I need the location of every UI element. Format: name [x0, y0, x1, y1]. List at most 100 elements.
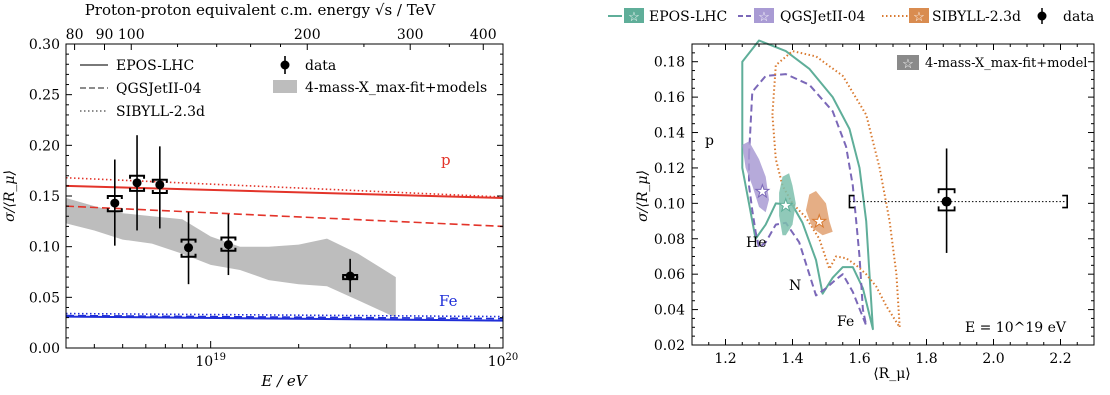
y-tick-label-2: 0.06 [654, 267, 685, 283]
legend-band-swatch [273, 80, 297, 93]
right-annotation-he: He [746, 235, 767, 251]
fit-region-epos-lhc [779, 173, 796, 236]
x-tick-label-1: 1020 [488, 352, 519, 370]
top-tick-label-4: 300 [397, 27, 424, 43]
top-tick-label-5: 400 [470, 27, 497, 43]
y-tick-label-3: 0.15 [29, 189, 60, 205]
left-y-axis: 0.00 0.05 0.10 0.15 0.20 0.25 0.30 [29, 37, 503, 357]
left-annotation-fe: Fe [439, 292, 458, 310]
x-tick-label-4: 2.0 [982, 351, 1004, 367]
x-tick-label-5: 2.2 [1049, 351, 1071, 367]
model-line-qgsjetii-04-fe [65, 314, 504, 320]
y-tick-label-2: 0.10 [29, 240, 60, 256]
legend-sib-label: SIBYLL-2.3d [116, 104, 205, 120]
legend-data-label: data [305, 58, 336, 74]
data-sys-x-high [1062, 194, 1068, 209]
data-point-5 [345, 271, 355, 281]
legend-r-qgs-star-icon: ☆ [758, 10, 770, 25]
right-x-axis: 1.2 1.4 1.6 1.8 2.0 2.2 [708, 44, 1095, 367]
fit-star-epos-lhc: ★ [778, 196, 793, 216]
left-x-axis-label: E / eV [260, 372, 308, 390]
x-tick-label-0: 1.2 [714, 351, 736, 367]
legend-qgs-label: QGSJetII-04 [116, 81, 201, 97]
data-sys-high-4 [220, 236, 237, 241]
data-sys-high-3 [180, 238, 197, 243]
legend-r-epos-star-icon: ☆ [628, 10, 640, 25]
right-legend: ☆ EPOS-LHC ☆ QGSJetII-04 ☆ SIBYLL-2.3d d… [608, 8, 1094, 72]
y-tick-label-0: 0.00 [29, 341, 60, 357]
y-tick-label-3: 0.08 [654, 232, 685, 248]
data-sys-low-0 [106, 208, 123, 213]
left-x-axis: 1019 1020 [93, 341, 519, 370]
data-sys-low-1 [129, 187, 146, 192]
xmax-fit-band [66, 198, 396, 318]
top-tick-label-3: 200 [294, 27, 321, 43]
legend-r-sib-label: SIBYLL-2.3d [932, 9, 1021, 25]
left-model-lines [65, 176, 504, 322]
data-sys-y-high [937, 188, 956, 194]
fit-region-sibyll-2-3d [805, 191, 833, 236]
y-tick-label-4: 0.20 [29, 138, 60, 154]
y-tick-label-6: 0.30 [29, 37, 60, 53]
legend-r-sib-swatch [909, 8, 929, 23]
legend-r-qgs-label: QGSJetII-04 [780, 9, 865, 25]
left-annotation-p: p [441, 151, 451, 169]
legend-r-epos-swatch [624, 8, 644, 23]
right-annotation-energy: E = 10^19 eV [965, 320, 1067, 336]
model-line-sibyll-2-3d-fe [65, 312, 504, 318]
data-point-1 [132, 178, 142, 188]
right-y-axis: 0.02 0.04 0.06 0.08 0.10 0.12 0.14 0.16 0.18 [654, 52, 1094, 354]
legend-r-qgs-swatch [754, 8, 774, 23]
y-tick-label-0: 0.02 [654, 338, 685, 354]
legend-r-box-label: 4-mass-X_max-fit+model [925, 56, 1087, 71]
model-line-epos-lhc-p [65, 184, 504, 200]
y-tick-label-1: 0.04 [654, 303, 685, 319]
right-annotation-n: N [789, 278, 801, 294]
data-sys-high-1 [129, 174, 146, 179]
legend-epos-label: EPOS-LHC [116, 58, 194, 74]
top-tick-label-2: 100 [118, 27, 145, 43]
model-curve-sibyll-2-3d [771, 50, 901, 329]
top-tick-label-0: 80 [66, 27, 84, 43]
left-top-axis: 80 90 100 200 300 400 [66, 27, 497, 50]
right-fit-regions: ★ ★ ★ [742, 141, 833, 236]
data-point-0 [110, 198, 120, 208]
fit-star-sibyll-2-3d: ★ [812, 212, 827, 232]
y-tick-label-7: 0.16 [654, 90, 685, 106]
legend-r-data-label: data [1063, 9, 1094, 25]
left-y-axis-label: σ/⟨R_μ⟩ [2, 170, 18, 222]
legend-data-marker [280, 60, 290, 70]
y-tick-label-6: 0.14 [654, 126, 685, 142]
right-x-axis-label: ⟨R_μ⟩ [873, 366, 911, 382]
data-sys-high-2 [151, 178, 168, 183]
right-annotation-p: p [705, 133, 714, 149]
legend-r-box-star-icon: ☆ [902, 57, 914, 72]
y-tick-label-1: 0.05 [29, 290, 60, 306]
data-point-3 [184, 243, 194, 253]
left-data-points [106, 135, 359, 293]
legend-r-box-swatch [897, 55, 919, 70]
right-chart: ★ ★ ★ 0.02 0.04 0.06 0.08 0.10 0.12 0.14 0.16 0.18… [608, 8, 1095, 382]
left-xmax-band [66, 198, 396, 318]
left-chart: 0.00 0.05 0.10 0.15 0.20 0.25 0.30 1019 1020 80… [2, 1, 518, 390]
y-tick-label-5: 0.12 [654, 161, 685, 177]
legend-r-sib-star-icon: ☆ [913, 10, 925, 25]
x-tick-label-2: 1.6 [848, 351, 870, 367]
right-data-point [848, 148, 1068, 253]
right-y-axis-label: σ/⟨R_μ⟩ [635, 170, 651, 222]
data-point-4 [223, 240, 233, 250]
fit-region-qgsjetii-04 [742, 141, 769, 213]
model-line-qgsjetii-04-p [65, 205, 504, 228]
legend-r-epos-label: EPOS-LHC [649, 9, 727, 25]
right-annotation-fe: Fe [837, 314, 854, 330]
right-model-curves [741, 39, 901, 331]
fit-star-qgsjetii-04: ★ [755, 182, 770, 202]
data-sys-low-4 [220, 247, 237, 252]
model-line-epos-lhc-fe [65, 315, 504, 322]
x-tick-label-1: 1.4 [781, 351, 803, 367]
y-tick-label-8: 0.18 [654, 55, 685, 71]
right-plot-frame [691, 43, 1095, 346]
legend-band-label: 4-mass-X_max-fit+models [305, 80, 487, 96]
x-tick-label-0: 1019 [195, 352, 226, 370]
